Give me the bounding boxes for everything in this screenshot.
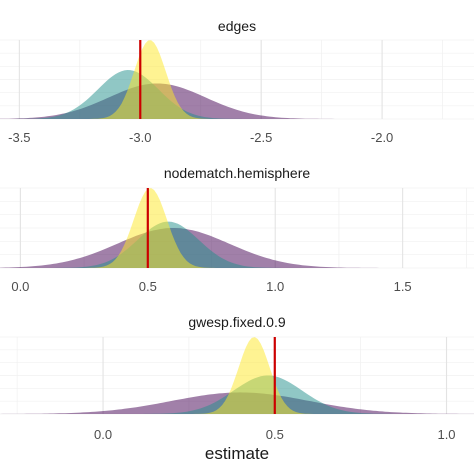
x-tick-label: 1.0 xyxy=(266,279,284,294)
density-area-3 xyxy=(0,337,474,414)
x-tick-label: 0.5 xyxy=(266,427,284,442)
x-tick-label: -2.0 xyxy=(371,130,393,145)
panel-3: gwesp.fixed.0.9 0.0 0.5 1.0 xyxy=(0,314,474,442)
x-tick-label: 0.0 xyxy=(11,279,29,294)
panel-2: nodematch.hemisphere 0.0 0.5 1.0 1.5 xyxy=(0,165,474,294)
x-tick-label: 0.5 xyxy=(139,279,157,294)
x-tick-label: 1.0 xyxy=(437,427,455,442)
x-tick-label: -2.5 xyxy=(250,130,272,145)
x-tick-label: 0.0 xyxy=(94,427,112,442)
x-tick-label: -3.0 xyxy=(129,130,151,145)
panel-1: edges -3.5 -3.0 -2.5 -2.0 xyxy=(0,18,474,145)
panel-title: nodematch.hemisphere xyxy=(164,165,311,181)
panels: edges -3.5 -3.0 -2.5 -2.0 nodematch.hemispher… xyxy=(0,18,474,442)
x-axis-label: estimate xyxy=(205,444,269,463)
density-area-2 xyxy=(0,70,474,119)
x-tick-label: 1.5 xyxy=(394,279,412,294)
x-tick-label: -3.5 xyxy=(8,130,30,145)
panel-title: gwesp.fixed.0.9 xyxy=(188,314,285,330)
panel-title: edges xyxy=(218,18,256,34)
